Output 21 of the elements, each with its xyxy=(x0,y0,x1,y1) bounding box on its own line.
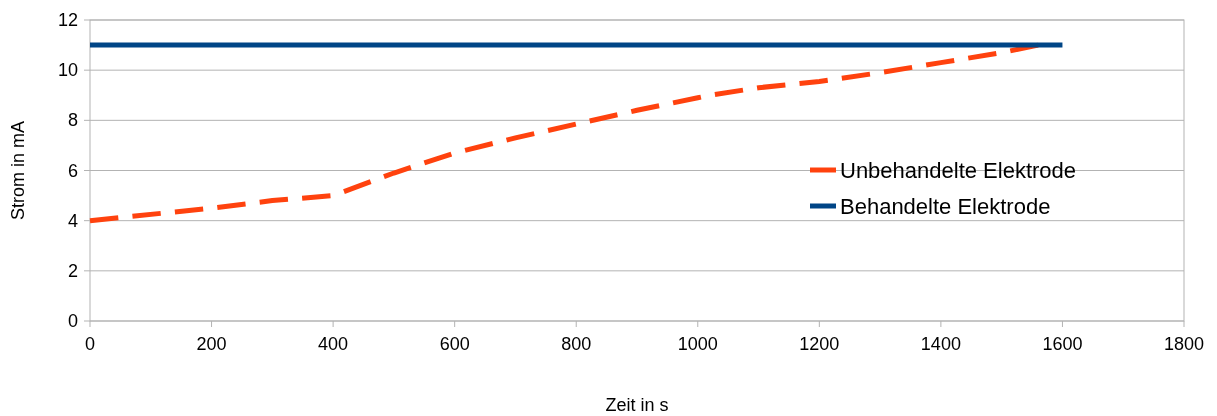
x-tick-label: 1200 xyxy=(799,334,840,354)
legend-label: Unbehandelte Elektrode xyxy=(840,158,1077,183)
x-tick-label: 600 xyxy=(439,334,470,354)
x-tick-label: 1400 xyxy=(920,334,961,354)
x-tick-label: 1600 xyxy=(1042,334,1083,354)
y-tick-label: 8 xyxy=(67,110,78,131)
x-tick-label: 800 xyxy=(561,334,592,354)
y-tick-label: 4 xyxy=(67,210,78,231)
y-tick-label: 12 xyxy=(57,10,78,30)
y-tick-label: 6 xyxy=(67,160,78,181)
x-tick-label: 1000 xyxy=(677,334,718,354)
x-tick-label: 400 xyxy=(318,334,349,354)
legend-label: Behandelte Elektrode xyxy=(840,194,1051,219)
x-axis-title: Zeit in s xyxy=(605,395,669,415)
x-tick-label: 1800 xyxy=(1163,334,1205,354)
y-tick-label: 0 xyxy=(67,311,78,331)
x-tick-label: 0 xyxy=(84,334,96,354)
x-tick-label: 200 xyxy=(196,334,227,354)
y-tick-label: 2 xyxy=(67,260,78,281)
y-tick-label: 10 xyxy=(57,60,78,81)
y-axis-title: Strom in mA xyxy=(8,120,28,221)
